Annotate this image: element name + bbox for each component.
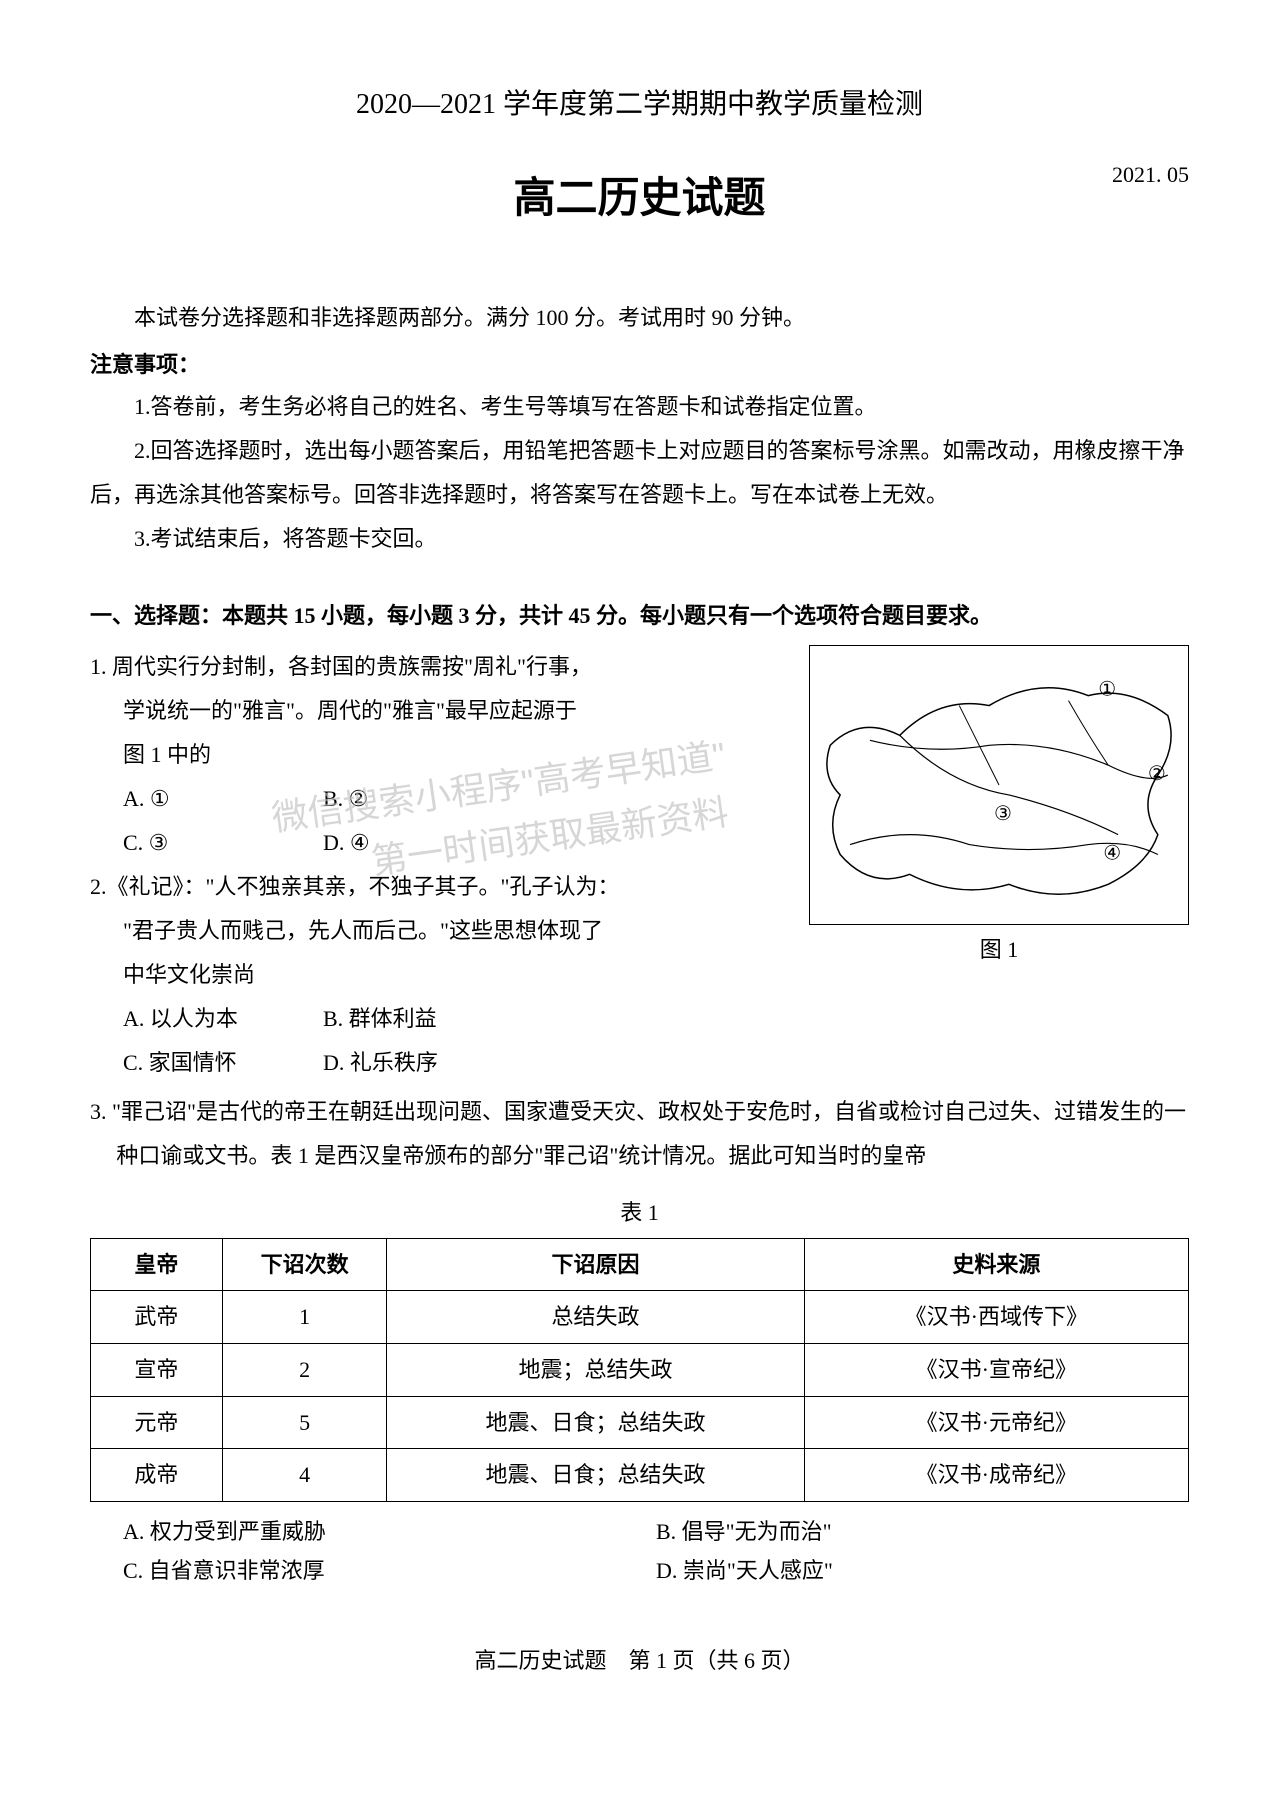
q3-options: A. 权力受到严重威胁 B. 倡导"无为而治" C. 自省意识非常浓厚 D. 崇… (90, 1512, 1189, 1591)
question-1: 1. 周代实行分封制，各封国的贵族需按"周礼"行事， 学说统一的"雅言"。周代的… (90, 645, 760, 865)
table-row: 武帝 1 总结失政 《汉书·西域传下》 (91, 1291, 1189, 1344)
notice-item-2: 2.回答选择题时，选出每小题答案后，用铅笔把答题卡上对应题目的答案标号涂黑。如需… (90, 429, 1189, 517)
map-label-3: ③ (994, 803, 1012, 825)
table-cell: 《汉书·成帝纪》 (804, 1449, 1188, 1502)
table-cell: 成帝 (91, 1449, 223, 1502)
header-title: 2020—2021 学年度第二学期期中教学质量检测 (90, 80, 1189, 130)
q1-option-b: B. ② (323, 777, 523, 821)
table-cell: 宣帝 (91, 1343, 223, 1396)
table-header-3: 下诏原因 (387, 1238, 804, 1291)
table-cell: 2 (222, 1343, 387, 1396)
q1-line3: 图 1 中的 (90, 733, 760, 777)
table-cell: 总结失政 (387, 1291, 804, 1344)
data-table: 皇帝 下诏次数 下诏原因 史料来源 武帝 1 总结失政 《汉书·西域传下》 宣帝… (90, 1238, 1189, 1502)
map-label-4: ④ (1103, 843, 1121, 865)
page-footer: 高二历史试题 第 1 页（共 6 页） (90, 1641, 1189, 1681)
intro-text: 本试卷分选择题和非选择题两部分。满分 100 分。考试用时 90 分钟。 (90, 296, 1189, 340)
q1-option-d: D. ④ (323, 821, 523, 865)
q2-line1: 2.《礼记》："人不独亲其亲，不独子其子。"孔子认为： (90, 865, 760, 909)
q3-option-a: A. 权力受到严重威胁 (123, 1512, 656, 1552)
table-header-1: 皇帝 (91, 1238, 223, 1291)
table-cell: 1 (222, 1291, 387, 1344)
notice-title: 注意事项： (90, 345, 1189, 385)
table-cell: 武帝 (91, 1291, 223, 1344)
map-label-2: ② (1148, 763, 1166, 785)
map-box: ① ② ③ ④ (809, 645, 1189, 925)
main-title: 高二历史试题 (90, 160, 1189, 236)
table-cell: 地震、日食；总结失政 (387, 1449, 804, 1502)
q3-option-b: B. 倡导"无为而治" (656, 1512, 1189, 1552)
q2-option-b: B. 群体利益 (323, 997, 523, 1041)
q2-line2: "君子贵人而贱己，先人而后己。"这些思想体现了 (90, 909, 760, 953)
q2-option-c: C. 家国情怀 (123, 1041, 323, 1085)
q1-option-a: A. ① (123, 777, 323, 821)
table-header-4: 史料来源 (804, 1238, 1188, 1291)
exam-date: 2021. 05 (1112, 155, 1189, 195)
q3-option-c: C. 自省意识非常浓厚 (123, 1551, 656, 1591)
table-header-row: 皇帝 下诏次数 下诏原因 史料来源 (91, 1238, 1189, 1291)
question-3-text: 3. "罪己诏"是古代的帝王在朝廷出现问题、国家遭受天灾、政权处于安危时，自省或… (90, 1090, 1189, 1178)
river-1 (870, 740, 1168, 778)
q1-option-c: C. ③ (123, 821, 323, 865)
question-2: 2.《礼记》："人不独亲其亲，不独子其子。"孔子认为： "君子贵人而贱己，先人而… (90, 865, 760, 1085)
table-row: 成帝 4 地震、日食；总结失政 《汉书·成帝纪》 (91, 1449, 1189, 1502)
table-cell: 元帝 (91, 1396, 223, 1449)
table-caption: 表 1 (90, 1193, 1189, 1233)
table-cell: 地震、日食；总结失政 (387, 1396, 804, 1449)
table-cell: 5 (222, 1396, 387, 1449)
q2-option-a: A. 以人为本 (123, 997, 323, 1041)
table-cell: 《汉书·西域传下》 (804, 1291, 1188, 1344)
map-caption: 图 1 (809, 930, 1189, 970)
notice-item-3: 3.考试结束后，将答题卡交回。 (90, 517, 1189, 561)
table-header-2: 下诏次数 (222, 1238, 387, 1291)
map-svg: ① ② ③ ④ (810, 646, 1188, 924)
q3-option-d: D. 崇尚"天人感应" (656, 1551, 1189, 1591)
q2-option-d: D. 礼乐秩序 (323, 1041, 523, 1085)
map-figure: ① ② ③ ④ 图 1 (809, 645, 1189, 970)
notice-item-1: 1.答卷前，考生务必将自己的姓名、考生号等填写在答题卡和试卷指定位置。 (90, 385, 1189, 429)
q1-line2: 学说统一的"雅言"。周代的"雅言"最早应起源于 (90, 689, 760, 733)
river-5 (1069, 701, 1109, 766)
table-row: 宣帝 2 地震；总结失政 《汉书·宣帝纪》 (91, 1343, 1189, 1396)
table-cell: 4 (222, 1449, 387, 1502)
map-label-1: ① (1098, 679, 1116, 701)
table-cell: 《汉书·元帝纪》 (804, 1396, 1188, 1449)
q2-line3: 中华文化崇尚 (90, 953, 760, 997)
table-cell: 《汉书·宣帝纪》 (804, 1343, 1188, 1396)
table-row: 元帝 5 地震、日食；总结失政 《汉书·元帝纪》 (91, 1396, 1189, 1449)
section-1-title: 一、选择题：本题共 15 小题，每小题 3 分，共计 45 分。每小题只有一个选… (90, 596, 1189, 636)
q1-line1: 1. 周代实行分封制，各封国的贵族需按"周礼"行事， (90, 645, 760, 689)
table-cell: 地震；总结失政 (387, 1343, 804, 1396)
